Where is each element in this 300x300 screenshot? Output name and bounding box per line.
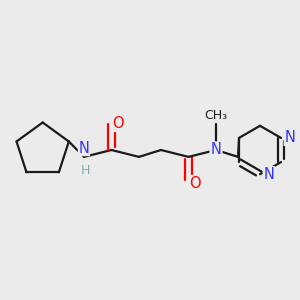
Text: N: N	[79, 140, 89, 155]
Text: O: O	[189, 176, 200, 190]
Text: N: N	[284, 130, 295, 146]
Text: H: H	[81, 164, 90, 177]
Text: N: N	[211, 142, 221, 158]
Text: CH₃: CH₃	[204, 109, 228, 122]
Text: N: N	[263, 167, 274, 182]
Text: O: O	[112, 116, 123, 131]
